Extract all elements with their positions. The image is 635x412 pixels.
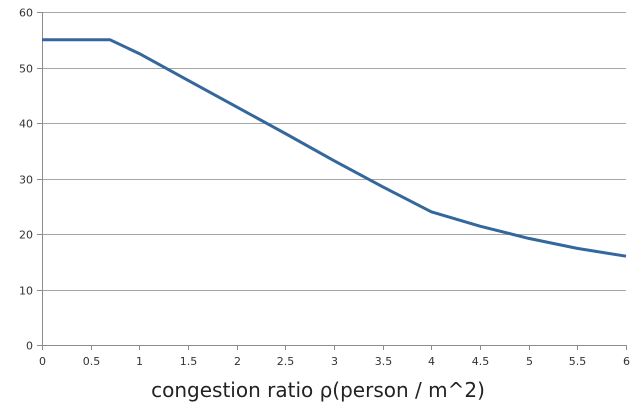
x-tick-label-5: 2.5 xyxy=(277,355,295,368)
x-tick-label-2: 1 xyxy=(136,355,143,368)
axes xyxy=(37,12,627,350)
series-line-0 xyxy=(42,38,627,258)
y-tick-label-5: 50 xyxy=(19,63,33,76)
y-tick-label-4: 40 xyxy=(19,118,33,131)
x-tick-label-12: 6 xyxy=(623,355,630,368)
x-tick-label-11: 5.5 xyxy=(569,355,587,368)
x-tick-label-6: 3 xyxy=(331,355,338,368)
y-tick-label-6: 60 xyxy=(19,7,33,20)
x-tick-label-8: 4 xyxy=(428,355,435,368)
x-tick-label-4: 2 xyxy=(234,355,241,368)
x-tick-label-9: 4.5 xyxy=(472,355,490,368)
y-tick-label-0: 0 xyxy=(26,340,33,353)
x-tick-label-0: 0 xyxy=(39,355,46,368)
grid-lines xyxy=(42,12,626,291)
y-tick-label-3: 30 xyxy=(19,174,33,187)
series-lines xyxy=(42,38,627,258)
x-tick-label-10: 5 xyxy=(526,355,533,368)
x-tick-label-1: 0.5 xyxy=(83,355,101,368)
x-axis-title: congestion ratio ρ(person / m^2) xyxy=(151,378,485,402)
x-tick-label-7: 3.5 xyxy=(375,355,393,368)
y-tick-label-1: 10 xyxy=(19,285,33,298)
y-tick-label-2: 20 xyxy=(19,229,33,242)
x-tick-label-3: 1.5 xyxy=(180,355,198,368)
tick-labels: 0 10 20 30 40 50 60 0 0.5 1 1.5 2 2.5 3 3.5 4 4.5 5 5.5 6 xyxy=(19,7,630,369)
